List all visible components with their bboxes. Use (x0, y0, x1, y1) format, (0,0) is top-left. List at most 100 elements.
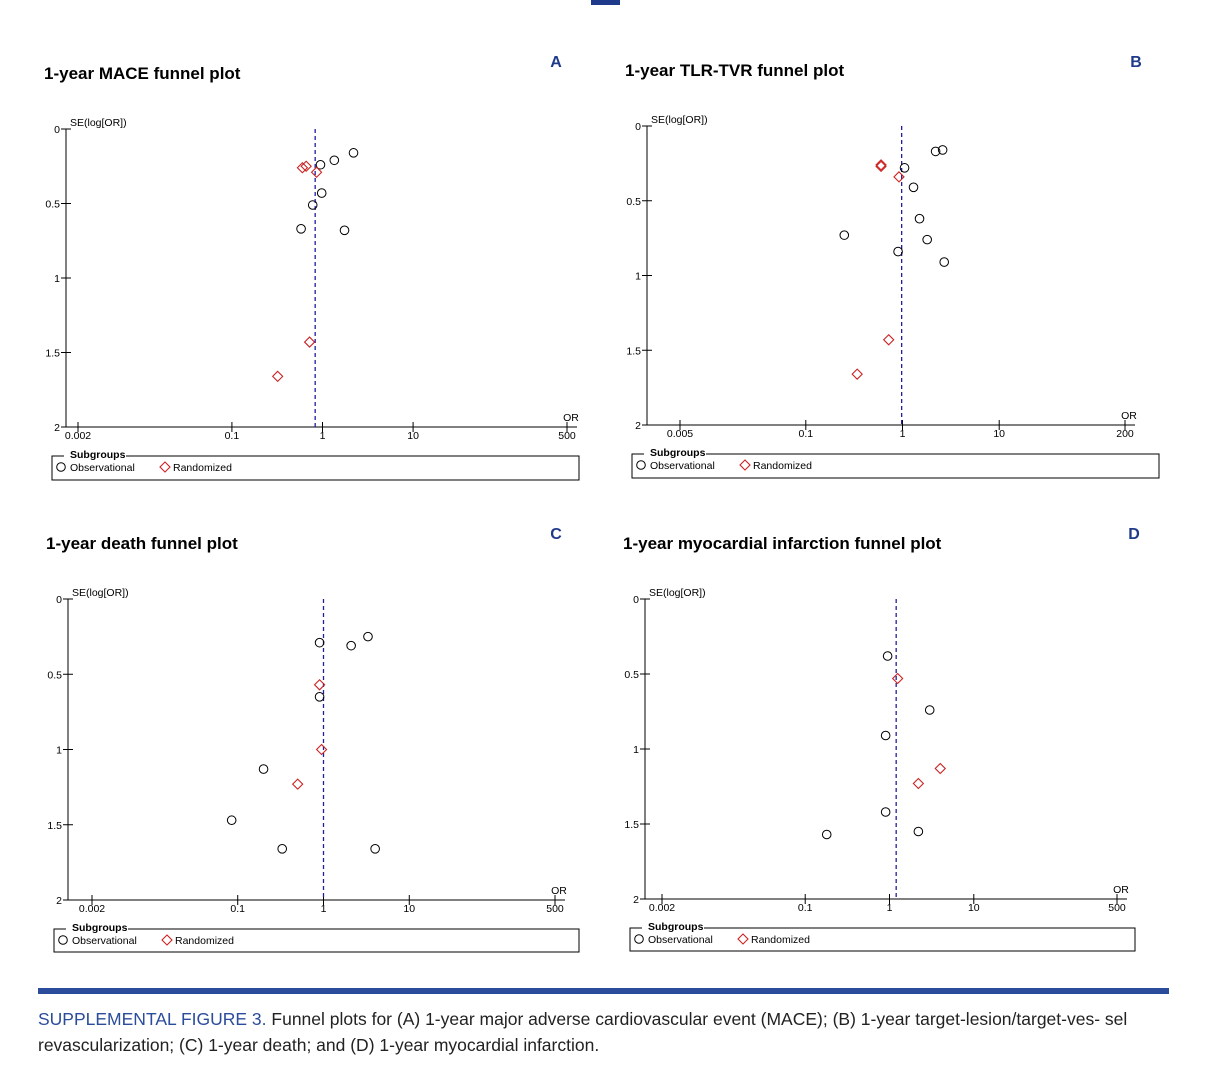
legend-title: Subgroups (72, 922, 128, 934)
observational-point (880, 807, 891, 817)
panel-b: 1-year TLR-TVR funnel plot B 0 0.5 1 1.5 2 SE(l… (625, 54, 1160, 479)
observational-point (316, 188, 327, 198)
y-tick-label: 0.5 (47, 669, 62, 681)
legend-box (53, 928, 580, 953)
x-axis-label: OR (1121, 410, 1137, 422)
randomized-point (291, 778, 304, 790)
funnel-plot-figure: 1-year MACE funnel plot A 0 0.5 1 1.5 2 SE(log[… (44, 54, 1160, 953)
randomized-point (271, 370, 284, 383)
legend-observational-label: Observational (72, 935, 137, 947)
legend-title-bg (642, 920, 704, 932)
legend-observational-marker (634, 934, 644, 944)
x-tick-label: 10 (968, 902, 980, 914)
observational-point (346, 640, 356, 651)
panel-title: 1-year death funnel plot (46, 534, 238, 553)
randomized-point (893, 171, 905, 183)
legend-randomized-marker (739, 459, 751, 471)
observational-point (370, 844, 380, 854)
x-tick-label: 1 (320, 430, 326, 442)
observational-point (363, 631, 373, 642)
legend-title: Subgroups (648, 921, 704, 933)
observational-point (821, 829, 832, 840)
randomized-point (303, 336, 316, 348)
panel-c: 1-year death funnel plot C 0 0.5 1 1.5 2 SE(log… (46, 526, 580, 953)
observational-point (922, 234, 932, 245)
y-axis-label: SE(log[OR]) (649, 587, 706, 599)
panel-letter: A (550, 54, 562, 71)
randomized-point (313, 679, 326, 691)
legend-box (629, 927, 1136, 952)
legend-observational-label: Observational (648, 934, 713, 946)
observational-point (893, 246, 903, 257)
x-axis-label: OR (551, 885, 567, 897)
observational-point (315, 159, 326, 170)
y-tick-label: 1 (56, 745, 62, 757)
randomized-point (891, 672, 904, 685)
legend-randomized-label: Randomized (751, 934, 810, 946)
panel-d: 1-year myocardial infarction funnel plot… (623, 526, 1140, 952)
panel-letter: D (1128, 526, 1140, 543)
x-tick-label: 0.1 (230, 903, 245, 915)
legend-randomized-marker (159, 461, 171, 473)
legend-title-bg (64, 448, 126, 460)
y-tick-label: 1.5 (45, 348, 60, 360)
x-tick-label: 0.005 (667, 428, 693, 440)
y-tick-label: 0 (633, 594, 639, 606)
legend-randomized-label: Randomized (753, 460, 812, 472)
observational-point (930, 146, 941, 157)
legend-title: Subgroups (70, 449, 126, 461)
x-tick-label: 10 (407, 430, 419, 442)
y-tick-label: 0.5 (626, 196, 641, 208)
y-tick-label: 2 (54, 422, 60, 434)
figure-caption: SUPPLEMENTAL FIGURE 3. Funnel plots for … (38, 1006, 1173, 1058)
legend-randomized-marker (161, 934, 173, 946)
legend-box (51, 455, 580, 481)
panel-title: 1-year TLR-TVR funnel plot (625, 61, 844, 80)
legend-observational-marker (636, 460, 646, 470)
y-tick-label: 0.5 (624, 669, 639, 681)
randomized-point (296, 161, 309, 174)
legend-randomized-marker (737, 933, 749, 945)
randomized-point (851, 368, 863, 380)
observational-point (913, 826, 924, 837)
observational-point (880, 730, 891, 741)
x-tick-label: 0.1 (798, 902, 813, 914)
legend-observational-marker (56, 462, 66, 472)
randomized-point (300, 160, 312, 173)
y-tick-label: 0 (56, 594, 62, 606)
observational-point (914, 213, 925, 224)
y-axis-label: SE(log[OR]) (72, 587, 129, 599)
x-tick-label: 10 (403, 903, 415, 915)
y-tick-label: 0.5 (45, 199, 60, 211)
y-tick-label: 2 (56, 895, 62, 907)
randomized-point (310, 166, 323, 178)
legend-randomized-label: Randomized (173, 462, 232, 474)
x-tick-label: 1 (321, 903, 327, 915)
y-tick-label: 0 (54, 124, 60, 136)
randomized-point (315, 743, 328, 756)
legend-title-bg (644, 446, 706, 458)
caption-text: Funnel plots for (A) 1-year major advers… (38, 1009, 1128, 1055)
x-tick-label: 0.1 (798, 428, 813, 440)
y-tick-label: 1 (633, 744, 639, 756)
x-tick-label: 0.1 (225, 430, 240, 442)
legend-box (631, 453, 1160, 479)
observational-point (314, 692, 325, 702)
panel-title: 1-year myocardial infarction funnel plot (623, 534, 942, 553)
observational-point (339, 225, 350, 236)
observational-point (924, 705, 935, 715)
observational-point (839, 230, 850, 240)
y-tick-label: 1.5 (47, 820, 62, 832)
y-tick-label: 2 (635, 420, 641, 432)
x-axis-label: OR (1113, 884, 1129, 896)
panel-letter: B (1130, 54, 1142, 71)
y-tick-label: 0 (635, 121, 641, 133)
legend-title-bg (66, 921, 128, 933)
randomized-point (934, 762, 947, 775)
top-accent-bar (591, 0, 620, 5)
x-tick-label: 10 (993, 428, 1005, 440)
observational-point (939, 257, 950, 267)
x-tick-label: 200 (1116, 428, 1134, 440)
